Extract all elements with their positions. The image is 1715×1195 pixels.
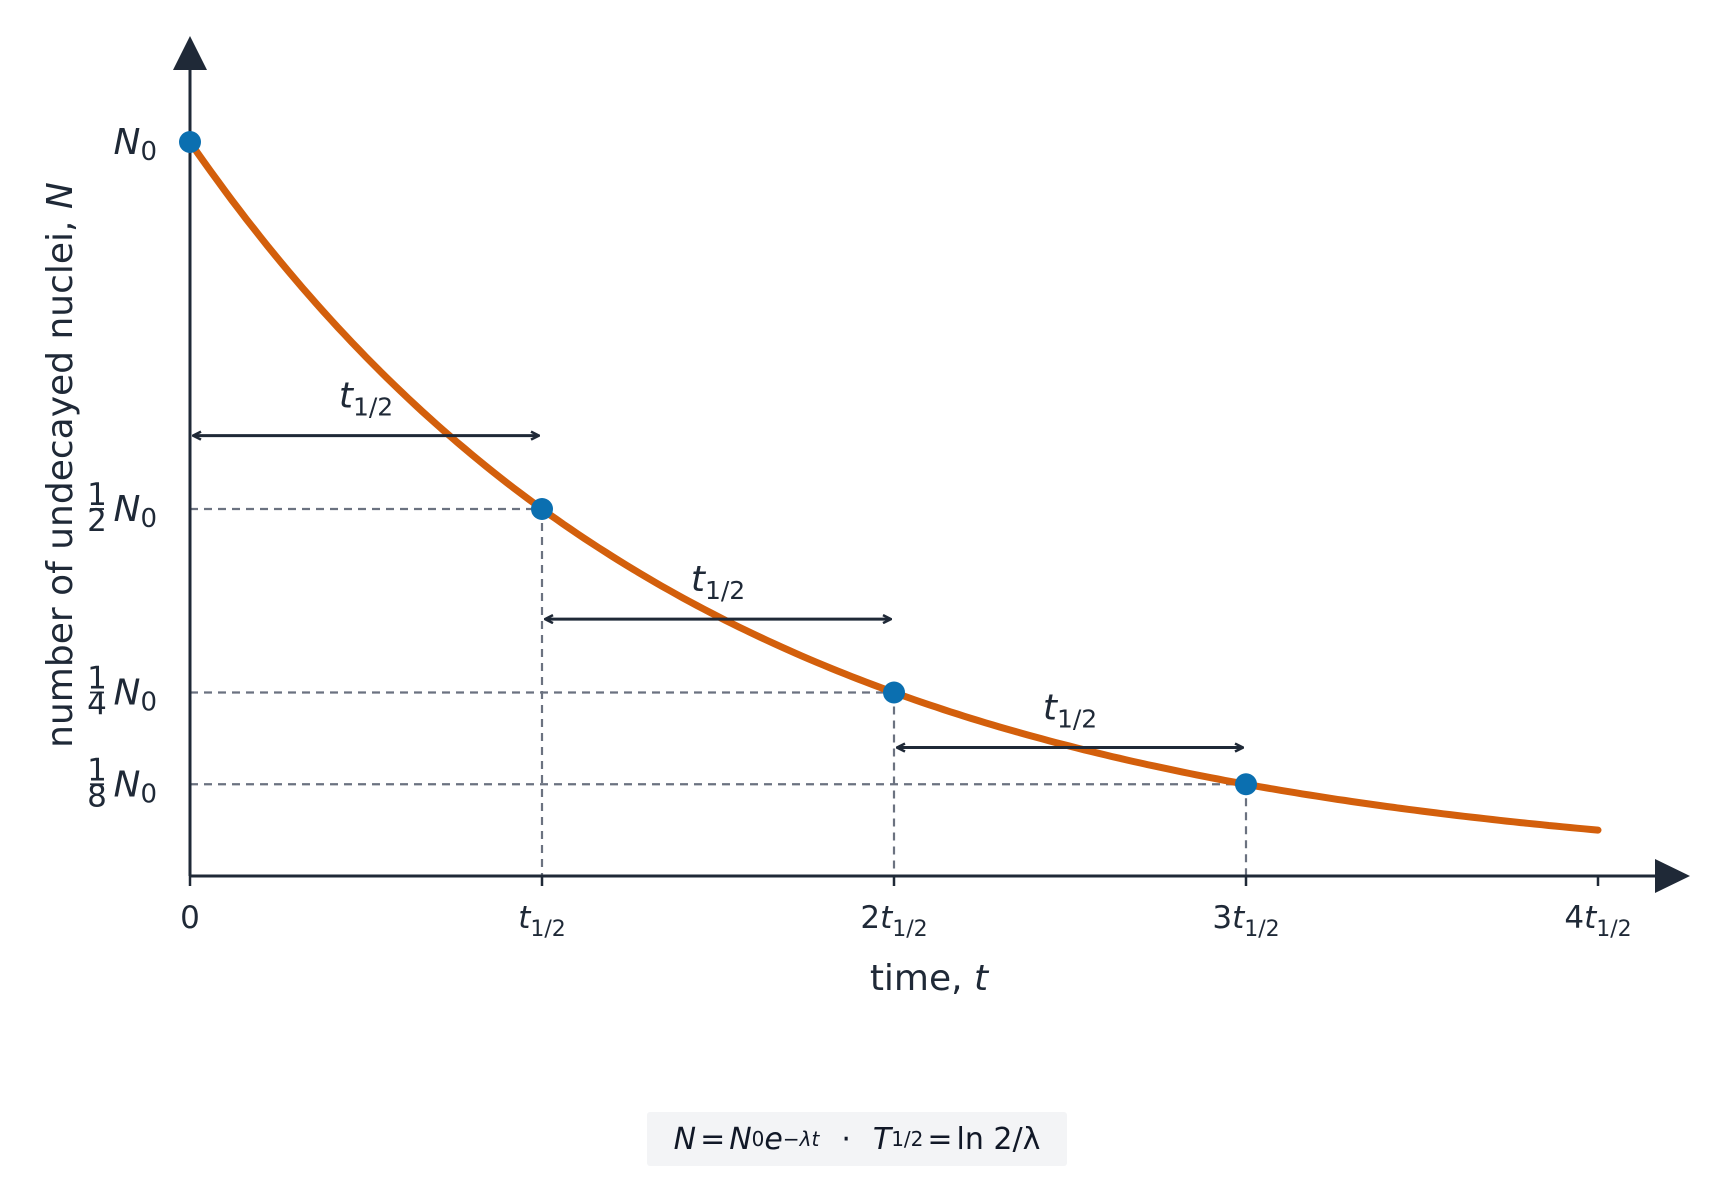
formula-exp-power: −λt	[782, 1127, 820, 1151]
half-life-label-0: t1/2	[339, 376, 393, 422]
formula-rhs: ln 2/λ	[956, 1121, 1041, 1157]
y-tick-var: N	[114, 764, 141, 805]
x-tick-label-4: 4t1/2	[1564, 900, 1631, 942]
half-life-label-var: t	[1043, 688, 1059, 729]
x-ticks: 0 t1/2 2t1/2 3t1/2 4t1/2	[180, 876, 1632, 942]
y-tick-frac-den: 4	[87, 687, 107, 723]
x-tick-var: t	[518, 900, 532, 936]
y-tick-var: N	[114, 122, 141, 163]
formula-separator: ·	[841, 1121, 851, 1157]
x-tick-sub: 1/2	[1596, 917, 1631, 942]
x-axis-arrowhead	[1655, 859, 1690, 893]
formula-n0: N	[729, 1121, 752, 1157]
formula-exp-base: e	[764, 1121, 783, 1157]
formula-t-half-sub: 1/2	[891, 1127, 924, 1151]
y-tick-main: N0	[114, 673, 157, 718]
formula-eq1: =	[700, 1121, 726, 1157]
x-tick-coef: 3	[1212, 900, 1232, 936]
formula-n0-sub: 0	[751, 1127, 765, 1151]
y-axis-title: number of undecayed nuclei, N	[40, 182, 81, 748]
y-tick-var: N	[114, 489, 141, 530]
y-tick-sub: 0	[140, 137, 157, 167]
y-tick-frac-num: 1	[87, 752, 107, 788]
x-tick-sub: 1/2	[530, 917, 565, 942]
y-tick-sub: 0	[140, 688, 157, 718]
data-point-3	[1235, 773, 1257, 796]
half-life-label-sub: 1/2	[705, 576, 745, 605]
y-tick-frac-den: 2	[87, 503, 107, 539]
formula-t-half: T	[872, 1121, 892, 1157]
half-life-label-var: t	[339, 376, 355, 417]
formula-lhs: N	[673, 1121, 697, 1157]
guide-lines	[190, 507, 1248, 876]
x-tick-coef: 4	[1564, 900, 1584, 936]
y-tick-main: N0	[114, 122, 157, 167]
x-tick-sub: 1/2	[1244, 917, 1279, 942]
y-tick-main: N0	[114, 764, 157, 809]
x-tick-sub: 1/2	[892, 917, 927, 942]
y-axis-arrowhead	[173, 36, 207, 70]
x-tick-var: t	[1584, 900, 1598, 936]
data-point-1	[531, 498, 553, 520]
x-tick-label-1: t1/2	[518, 900, 566, 942]
data-points	[179, 131, 1257, 796]
y-tick-frac-num: 1	[87, 661, 107, 697]
y-tick-sub: 0	[140, 779, 157, 809]
half-life-label-2: t1/2	[1043, 688, 1097, 734]
data-point-2	[883, 681, 905, 704]
x-axis-title: time, t	[870, 958, 990, 999]
x-tick-coef: 0	[180, 900, 200, 936]
y-tick-frac-den: 8	[87, 778, 107, 814]
x-tick-var: t	[880, 900, 894, 936]
half-life-label-sub: 1/2	[353, 393, 393, 422]
x-tick-coef: 2	[860, 900, 880, 936]
axes	[173, 36, 1690, 893]
half-life-label-sub: 1/2	[1057, 705, 1097, 734]
half-life-label-1: t1/2	[691, 559, 745, 605]
data-point-0	[179, 131, 201, 153]
y-tick-main: N0	[114, 489, 157, 534]
x-tick-label-0: 0	[180, 900, 200, 936]
half-life-arrows: t1/2t1/2t1/2	[194, 376, 1242, 748]
y-tick-frac-num: 1	[87, 477, 107, 513]
y-tick-label-0: N0	[114, 122, 157, 167]
formula-eq2: =	[927, 1121, 953, 1157]
x-tick-var: t	[1232, 900, 1246, 936]
x-tick-label-3: 3t1/2	[1212, 900, 1279, 942]
y-tick-var: N	[114, 673, 141, 714]
y-tick-sub: 0	[140, 504, 157, 534]
half-life-label-var: t	[691, 559, 707, 600]
x-tick-label-2: 2t1/2	[860, 900, 927, 942]
